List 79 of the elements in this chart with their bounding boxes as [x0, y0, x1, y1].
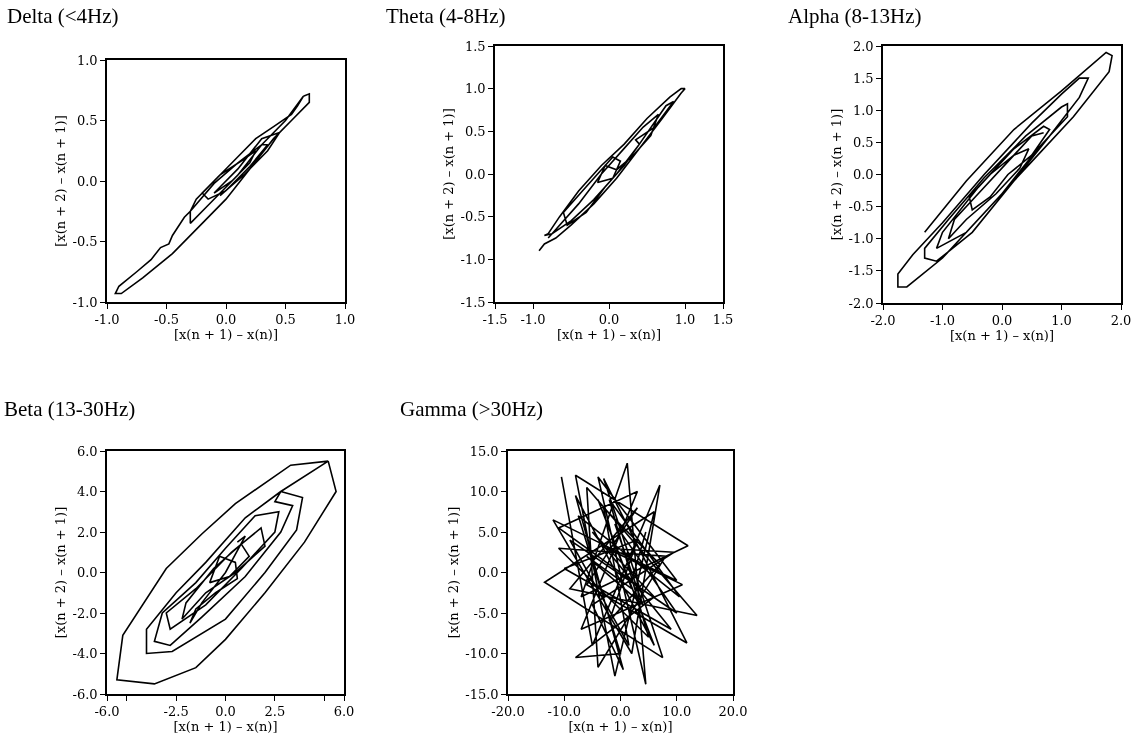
y-tick-label: -4.0 [72, 646, 98, 662]
x-tick-label: 0.0 [215, 704, 236, 720]
x-tick-label: 1.5 [712, 312, 734, 328]
line-series [543, 462, 698, 686]
x-tick-label: -2.5 [163, 704, 189, 720]
chart-title: Theta (4-8Hz) [386, 4, 506, 28]
y-axis-title: [x(n + 2) – x(n + 1)] [829, 108, 845, 241]
y-tick-label: 4.0 [76, 484, 98, 500]
y-tick-label: 2.0 [852, 38, 874, 54]
y-axis-title: [x(n + 2) – x(n + 1)] [53, 115, 69, 247]
x-tick-label: -1.0 [94, 312, 120, 328]
y-tick-label: -2.0 [72, 605, 98, 621]
y-tick-label: -6.0 [72, 686, 98, 702]
y-axis-title: [x(n + 2) – x(n + 1)] [441, 108, 457, 240]
y-tick-label: 15.0 [469, 443, 499, 459]
y-axis-title: [x(n + 2) – x(n + 1)] [445, 506, 461, 639]
chart-title: Delta (<4Hz) [7, 4, 119, 28]
y-tick-label: 0.5 [852, 134, 874, 150]
x-tick-label: 2.5 [264, 704, 286, 720]
y-tick-label: -1.0 [460, 251, 486, 267]
x-tick-label: 0.0 [610, 704, 631, 720]
x-tick-label: -20.0 [491, 704, 525, 720]
y-tick-label: 10.0 [469, 484, 499, 500]
y-tick-label: 6.0 [76, 443, 98, 459]
x-tick-label: 2.0 [1110, 313, 1132, 329]
line-series [114, 93, 311, 295]
y-tick-label: 0.5 [76, 113, 98, 129]
y-tick-label: 2.0 [76, 524, 98, 540]
x-axis-title: [x(n + 1) – x(n)] [556, 327, 662, 343]
y-tick-label: 1.5 [464, 38, 486, 54]
x-tick-label: 6.0 [333, 704, 355, 720]
y-tick-label: -10.0 [465, 646, 499, 662]
y-tick-label: 0.0 [76, 565, 98, 581]
y-tick-label: -1.5 [848, 263, 874, 279]
y-tick-label: 1.0 [852, 102, 874, 118]
y-tick-label: -1.0 [72, 294, 98, 310]
y-tick-label: 0.0 [477, 565, 499, 581]
x-axis-title: [x(n + 1) – x(n)] [173, 327, 279, 343]
x-tick-label: 1.0 [674, 312, 696, 328]
x-tick-label: -1.0 [520, 312, 546, 328]
chart-title: Beta (13-30Hz) [4, 397, 136, 421]
x-axis-title: [x(n + 1) – x(n)] [173, 719, 278, 735]
y-tick-label: -5.0 [473, 605, 499, 621]
x-tick-label: -0.5 [153, 312, 180, 328]
y-tick-label: -2.0 [848, 295, 874, 311]
y-axis-title: [x(n + 2) – x(n + 1)] [53, 506, 69, 639]
x-tick-label: 1.0 [334, 312, 356, 328]
y-tick-label: -1.0 [848, 231, 874, 247]
y-tick-label: 5.0 [477, 524, 499, 540]
y-tick-label: 1.0 [464, 81, 486, 97]
x-tick-label: -6.0 [94, 704, 120, 720]
x-tick-label: 1.0 [1051, 313, 1072, 329]
y-tick-label: 1.5 [852, 70, 874, 86]
x-axis-title: [x(n + 1) – x(n)] [949, 328, 1055, 344]
x-axis-title: [x(n + 1) – x(n)] [568, 719, 673, 735]
y-tick-label: -1.5 [460, 294, 486, 310]
x-tick-label: 20.0 [718, 704, 748, 720]
line-series [538, 87, 686, 252]
x-tick-label: 0.5 [275, 312, 296, 328]
y-tick-label: 0.0 [464, 166, 486, 182]
y-tick-label: -0.5 [460, 209, 486, 225]
y-tick-label: -15.0 [465, 686, 499, 702]
line-series [897, 51, 1113, 288]
x-tick-label: -1.0 [929, 313, 956, 329]
y-tick-label: 0.0 [852, 167, 874, 183]
chart-title: Gamma (>30Hz) [400, 397, 544, 421]
x-tick-label: 0.0 [991, 313, 1013, 329]
y-tick-label: -0.5 [72, 234, 98, 250]
x-tick-label: 10.0 [662, 704, 692, 720]
chart-title: Alpha (8-13Hz) [788, 4, 922, 28]
x-tick-label: -10.0 [547, 704, 581, 720]
x-tick-label: -2.0 [870, 313, 896, 329]
line-series [116, 460, 337, 685]
x-tick-label: 0.0 [598, 312, 620, 328]
y-tick-label: 1.0 [76, 52, 98, 68]
y-tick-label: 0.5 [464, 123, 486, 139]
y-tick-label: -0.5 [848, 199, 874, 215]
y-tick-label: 0.0 [76, 173, 98, 189]
x-tick-label: 0.0 [215, 312, 237, 328]
